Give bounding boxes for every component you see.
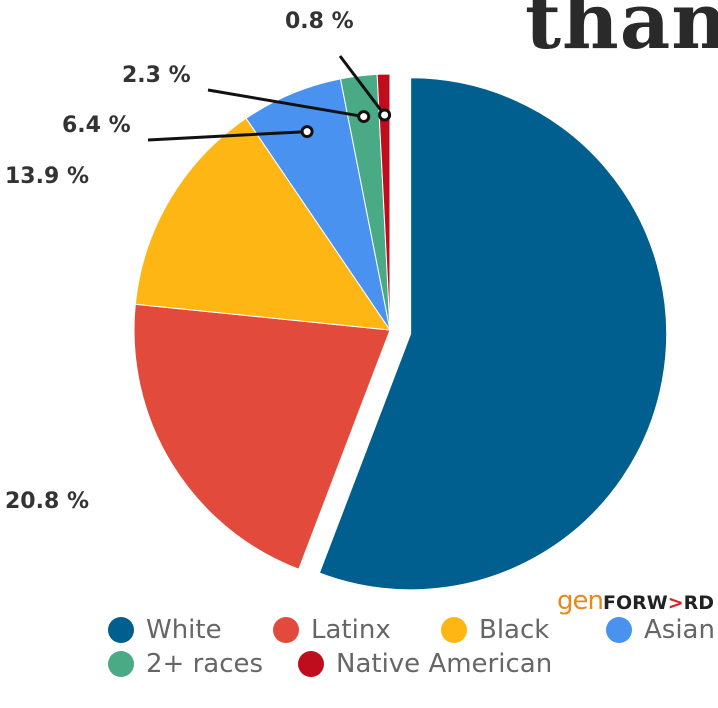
logo-forward: FORW>RD xyxy=(603,592,714,614)
legend-swatch-white xyxy=(108,617,134,643)
pie-slice-black xyxy=(134,117,392,331)
legend-label-latinx: Latinx xyxy=(311,615,391,645)
legend-item-latinx: Latinx xyxy=(273,615,391,645)
logo-forward-a: FORW xyxy=(602,592,668,614)
legend-label-white: White xyxy=(146,615,222,645)
leader-dot-native-american xyxy=(378,108,392,122)
legend-label-native-american: Native American xyxy=(336,649,553,679)
data-label-asian: 6.4 % xyxy=(62,113,131,138)
legend-swatch-2-races xyxy=(108,651,134,677)
leader-line-2-races xyxy=(207,88,364,119)
data-label-latinx: 20.8 % xyxy=(5,489,89,514)
pie-slice-white xyxy=(318,77,668,591)
legend-item-white: White xyxy=(108,615,222,645)
legend-label-2-races: 2+ races xyxy=(146,649,264,679)
legend-swatch-black xyxy=(441,617,467,643)
leader-line-native-american xyxy=(338,55,386,116)
data-label-native-american: 0.8 % xyxy=(285,9,354,34)
genforward-logo: genFORW>RD xyxy=(557,586,714,616)
legend-item-native-american: Native American xyxy=(298,649,552,679)
legend-label-black: Black xyxy=(479,615,550,645)
legend-item-black: Black xyxy=(441,615,549,645)
logo-forward-b: RD xyxy=(683,592,715,614)
data-label-black: 13.9 % xyxy=(5,164,89,189)
logo-gen: gen xyxy=(557,586,604,616)
legend-item-asian: Asian xyxy=(606,615,715,645)
leader-dot-2-races xyxy=(357,110,371,124)
pie-slice-native-american xyxy=(376,73,391,331)
data-label-2-races: 2.3 % xyxy=(122,63,191,88)
pie-chart: 20.8 % 13.9 % 6.4 % 2.3 % 0.8 % xyxy=(5,9,668,591)
partial-title: than xyxy=(525,0,718,67)
logo-forward-chevron: > xyxy=(667,592,684,614)
pie-slice-latinx xyxy=(133,303,391,570)
legend-swatch-native-american xyxy=(298,651,324,677)
legend-label-asian: Asian xyxy=(644,615,715,645)
leader-dot-asian xyxy=(300,125,314,139)
legend-item-2-races: 2+ races xyxy=(108,649,263,679)
legend-swatch-asian xyxy=(606,617,632,643)
legend-swatch-latinx xyxy=(273,617,299,643)
leader-line-asian xyxy=(147,130,308,142)
